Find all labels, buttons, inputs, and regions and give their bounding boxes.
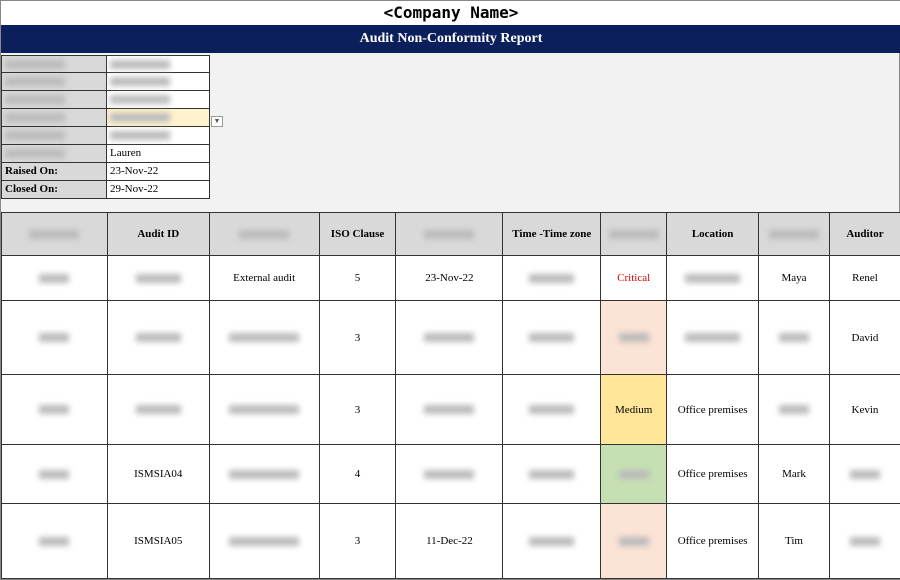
- severity-cell: [600, 300, 668, 375]
- iso-clause-cell: 4: [318, 444, 397, 504]
- column-header: Audit ID: [106, 212, 210, 256]
- observation-id-cell: [1, 444, 108, 504]
- location-cell: [666, 255, 760, 301]
- form-row: Lauren: [1, 145, 210, 163]
- form-row: [1, 109, 210, 127]
- form-label: Closed On:: [1, 181, 107, 199]
- audit-type-cell: External audit: [208, 255, 320, 301]
- iso-clause-cell: 3: [318, 374, 397, 445]
- table-row[interactable]: 3 David: [1, 300, 900, 375]
- report-title: Audit Non-Conformity Report: [1, 25, 900, 53]
- date-cell: [395, 444, 504, 504]
- audit-id-cell: ISMSIA05: [106, 503, 210, 579]
- time-cell: [502, 503, 602, 579]
- auditee-cell: [758, 300, 830, 375]
- audit-type-cell: [208, 503, 320, 579]
- auditee-cell: [758, 374, 830, 445]
- form-label: [1, 55, 107, 73]
- iso-clause-cell: 5: [318, 255, 397, 301]
- column-header: [600, 212, 668, 256]
- audit-id-cell: [106, 255, 210, 301]
- form-value[interactable]: [107, 91, 210, 109]
- audit-id-cell: [106, 300, 210, 375]
- column-header: [208, 212, 320, 256]
- audit-id-cell: ISMSIA04: [106, 444, 210, 504]
- column-header: Location: [666, 212, 760, 256]
- form-label: Raised On:: [1, 163, 107, 181]
- form-row: [1, 91, 210, 109]
- column-header: [1, 212, 108, 256]
- column-header: Time -Time zone: [502, 212, 602, 256]
- column-header: ISO Clause: [318, 212, 397, 256]
- form-value[interactable]: [107, 73, 210, 91]
- location-cell: Office premises: [666, 444, 760, 504]
- location-cell: [666, 300, 760, 375]
- auditee-cell: Maya: [758, 255, 830, 301]
- auditor-cell: David: [829, 300, 900, 375]
- form-value[interactable]: Lauren: [107, 145, 210, 163]
- severity-cell: [600, 503, 668, 579]
- severity-cell: [600, 444, 668, 504]
- status-dropdown-button[interactable]: ▼: [211, 116, 223, 127]
- location-cell: Office premises: [666, 374, 760, 445]
- date-cell: 11-Dec-22: [395, 503, 504, 579]
- audit-type-cell: [208, 300, 320, 375]
- form-value[interactable]: [107, 109, 210, 127]
- company-name: <Company Name>: [1, 1, 900, 25]
- column-header: [758, 212, 830, 256]
- observation-id-cell: [1, 300, 108, 375]
- audit-type-cell: [208, 444, 320, 504]
- iso-clause-cell: 3: [318, 300, 397, 375]
- column-header: Auditor: [829, 212, 900, 256]
- location-cell: Office premises: [666, 503, 760, 579]
- auditor-cell: [829, 444, 900, 504]
- observation-id-cell: [1, 503, 108, 579]
- form-label: [1, 145, 107, 163]
- table-row[interactable]: External audit 5 23-Nov-22 Critical Maya…: [1, 255, 900, 301]
- table-row[interactable]: 3 Medium Office premises Kevin: [1, 374, 900, 445]
- date-cell: 23-Nov-22: [395, 255, 504, 301]
- time-cell: [502, 255, 602, 301]
- report-form: Lauren Raised On: 23-Nov-22 Closed On: 29-No…: [1, 55, 210, 199]
- date-cell: [395, 300, 504, 375]
- form-value[interactable]: [107, 55, 210, 73]
- form-row: [1, 127, 210, 145]
- form-row: [1, 73, 210, 91]
- table-row[interactable]: ISMSIA05 3 11-Dec-22 Office premises Tim: [1, 503, 900, 579]
- audit-type-cell: [208, 374, 320, 445]
- auditor-cell: Renel: [829, 255, 900, 301]
- time-cell: [502, 374, 602, 445]
- column-header: [395, 212, 504, 256]
- form-row: Closed On: 29-Nov-22: [1, 181, 210, 199]
- form-row: Raised On: 23-Nov-22: [1, 163, 210, 181]
- form-value[interactable]: 23-Nov-22: [107, 163, 210, 181]
- form-value[interactable]: [107, 127, 210, 145]
- form-row: [1, 55, 210, 73]
- auditee-cell: Mark: [758, 444, 830, 504]
- audit-id-cell: [106, 374, 210, 445]
- severity-cell: Critical: [600, 255, 668, 301]
- nonconformity-table: Audit ID ISO Clause Time -Time zone Locatio…: [1, 212, 900, 579]
- time-cell: [502, 300, 602, 375]
- auditee-cell: Tim: [758, 503, 830, 579]
- date-cell: [395, 374, 504, 445]
- observation-id-cell: [1, 255, 108, 301]
- table-row[interactable]: ISMSIA04 4 Office premises Mark: [1, 444, 900, 504]
- form-value[interactable]: 29-Nov-22: [107, 181, 210, 199]
- auditor-cell: [829, 503, 900, 579]
- form-label: [1, 109, 107, 127]
- time-cell: [502, 444, 602, 504]
- form-label: [1, 127, 107, 145]
- form-label: [1, 73, 107, 91]
- form-label: [1, 91, 107, 109]
- iso-clause-cell: 3: [318, 503, 397, 579]
- severity-cell: Medium: [600, 374, 668, 445]
- observation-id-cell: [1, 374, 108, 445]
- auditor-cell: Kevin: [829, 374, 900, 445]
